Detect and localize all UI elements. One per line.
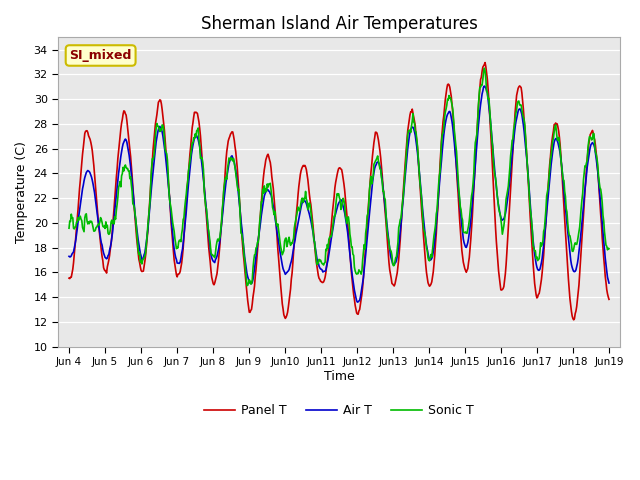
Sonic T [131, 205, 138, 211]
Sonic T [214, 236, 221, 242]
Text: SI_mixed: SI_mixed [70, 49, 132, 62]
Line: Air T: Air T [69, 86, 609, 302]
Air T [75, 213, 83, 219]
Panel T [420, 243, 428, 249]
Line: Panel T: Panel T [69, 62, 609, 320]
Air T [421, 230, 429, 236]
Panel T [404, 122, 412, 128]
Panel T [65, 276, 73, 281]
Air T [131, 203, 138, 209]
Sonic T [186, 163, 193, 169]
Panel T [186, 160, 193, 166]
Sonic T [405, 128, 413, 133]
Sonic T [243, 283, 251, 288]
Title: Sherman Island Air Temperatures: Sherman Island Air Temperatures [200, 15, 477, 33]
Air T [214, 250, 221, 256]
Legend: Panel T, Air T, Sonic T: Panel T, Air T, Sonic T [199, 399, 479, 422]
Y-axis label: Temperature (C): Temperature (C) [15, 141, 28, 243]
Panel T [605, 297, 613, 302]
Air T [405, 134, 413, 140]
X-axis label: Time: Time [324, 370, 355, 383]
Air T [65, 253, 73, 259]
Air T [353, 299, 361, 305]
Air T [605, 280, 613, 286]
Panel T [75, 196, 83, 202]
Sonic T [75, 217, 83, 223]
Panel T [214, 264, 221, 270]
Panel T [131, 206, 138, 212]
Sonic T [421, 231, 429, 237]
Sonic T [481, 65, 488, 71]
Air T [481, 83, 488, 89]
Panel T [481, 60, 489, 65]
Sonic T [65, 225, 73, 231]
Line: Sonic T: Sonic T [69, 68, 609, 286]
Panel T [570, 317, 577, 323]
Air T [186, 174, 193, 180]
Sonic T [605, 246, 613, 252]
